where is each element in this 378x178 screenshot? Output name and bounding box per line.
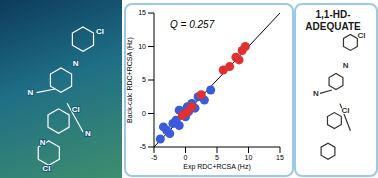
svg-text:Cl: Cl: [96, 27, 104, 36]
svg-text:N: N: [313, 89, 319, 98]
svg-text:15: 15: [138, 9, 146, 16]
html-text:1,1-HD-ADEQUATE: 1,1-HD-ADEQUATE: [305, 9, 361, 32]
svg-text:Cl: Cl: [72, 105, 80, 114]
svg-text:Cl: Cl: [357, 30, 366, 40]
svg-text:15: 15: [276, 154, 284, 161]
svg-text:Cl: Cl: [42, 164, 50, 173]
svg-text:0: 0: [184, 154, 188, 161]
svg-text:10: 10: [245, 154, 253, 161]
svg-text:5: 5: [215, 154, 219, 161]
svg-text:10: 10: [138, 43, 146, 50]
svg-text:-5: -5: [140, 143, 146, 150]
svg-text:-5: -5: [151, 154, 157, 161]
html-text:Q = 0.257: Q = 0.257: [170, 19, 215, 30]
svg-text:N: N: [73, 59, 79, 68]
svg-text:N: N: [343, 61, 349, 70]
svg-text:N: N: [28, 88, 34, 97]
svg-text:Cl: Cl: [342, 106, 350, 115]
svg-text:N: N: [85, 129, 91, 138]
svg-text:5: 5: [142, 76, 146, 83]
svg-text:N: N: [40, 138, 46, 147]
svg-text:Back-calc RDC+RCSA (Hz): Back-calc RDC+RCSA (Hz): [126, 37, 134, 123]
svg-text:0: 0: [142, 110, 146, 117]
svg-text:Exp RDC+RCSA (Hz): Exp RDC+RCSA (Hz): [183, 163, 250, 171]
